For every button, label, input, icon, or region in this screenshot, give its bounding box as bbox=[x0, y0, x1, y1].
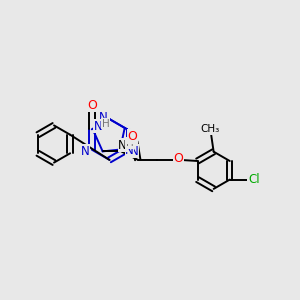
Text: O: O bbox=[173, 152, 183, 165]
Text: N: N bbox=[98, 111, 107, 124]
Text: N: N bbox=[118, 139, 127, 152]
Text: N: N bbox=[129, 145, 138, 158]
Text: H: H bbox=[126, 138, 134, 148]
Text: N: N bbox=[125, 144, 134, 157]
Text: O: O bbox=[128, 130, 137, 143]
Text: N: N bbox=[81, 145, 90, 158]
Text: H: H bbox=[102, 119, 110, 129]
Text: N: N bbox=[94, 120, 102, 133]
Text: Cl: Cl bbox=[248, 173, 260, 186]
Text: CH₃: CH₃ bbox=[200, 124, 219, 134]
Text: O: O bbox=[87, 99, 97, 112]
